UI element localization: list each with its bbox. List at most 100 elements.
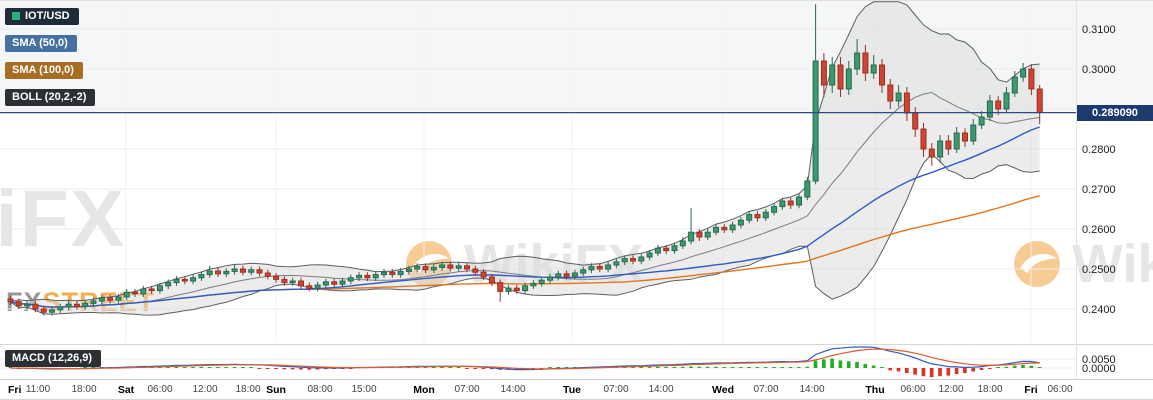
legend-sma100-badge[interactable]: SMA (100,0) [5,62,83,79]
macd-histogram-bar [888,368,892,371]
legend-sma50-label: SMA (50,0) [12,37,68,49]
legend-sma50-badge[interactable]: SMA (50,0) [5,35,77,52]
candle-body [663,247,670,252]
candle-body [1020,68,1027,78]
macd-histogram-bar [813,360,818,368]
macd-histogram-bar [896,368,901,372]
candle-body [812,60,819,182]
legend-boll-badge[interactable]: BOLL (20,2,-2) [5,89,96,106]
price-axis-label: 0.2700 [1082,184,1116,196]
macd-histogram-bar [747,367,751,368]
macd-histogram-bar [548,367,552,368]
candle-body [215,270,221,275]
macd-histogram-bar [946,368,951,376]
candle-body [912,112,919,130]
macd-histogram-bar [988,368,992,369]
macd-histogram-bar [954,368,959,374]
price-axis-line [1076,1,1077,379]
legend-macd-label: MACD (12,26,9) [12,352,93,364]
candle-body [223,270,230,275]
symbol-color-chip [12,12,20,20]
candle-body [24,303,31,307]
candle-body [513,287,520,292]
macd-histogram-bar [938,368,942,377]
macd-histogram-bar [431,367,436,368]
macd-histogram-bar [481,368,486,369]
candle-body [1028,68,1035,90]
candle-body [638,256,645,262]
macd-histogram-bar [1021,364,1025,368]
legend-macd-badge[interactable]: MACD (12,26,9) [5,350,102,367]
macd-histogram-bar [423,367,428,368]
bollinger-upper-line [10,1,1040,303]
time-axis-label: 14:00 [799,384,825,395]
macd-histogram-bar [739,367,743,368]
macd-histogram-bar [913,368,917,375]
candle-body [729,224,736,231]
candle-body [771,206,778,213]
legend-symbol-badge[interactable]: IOT/USD [5,8,79,25]
macd-histogram-bar [714,366,718,368]
candle-body [671,245,678,252]
macd-histogram-bar [788,367,793,368]
candle-body [970,124,977,142]
macd-histogram-bar [689,366,693,368]
macd-histogram-bar [207,367,212,368]
candle-body [696,231,703,238]
price-axis-label: 0.2400 [1082,304,1116,316]
candle-body [820,60,827,86]
candle-body [7,298,14,303]
candle-body [372,274,379,279]
price-chart-canvas[interactable]: 0.31000.30000.29000.28000.27000.26000.25… [0,1,1153,345]
candle-body [464,265,470,270]
macd-histogram-bar [705,366,710,368]
candle-body [779,200,786,208]
candle-body [879,64,885,86]
macd-histogram-bar [996,367,1000,368]
candle-body [796,196,802,206]
candle-body [679,240,686,247]
candle-body [49,309,55,313]
candle-body [422,266,429,271]
macd-histogram-bar [763,367,768,368]
price-axis-label: 0.3100 [1082,24,1116,36]
candle-body [356,274,363,279]
candle-body [978,116,985,126]
candle-body [829,64,836,86]
time-axis-label: Sat [117,384,135,396]
candle-body [928,148,935,158]
time-axis: Fri 11:00 18:00 Sat 06:00 12:00 18:00 Sun 08:00 1… [0,379,1153,399]
candle-body [289,280,296,284]
macd-histogram-bar [880,367,884,368]
macd-histogram-bar [971,368,975,372]
candle-body [713,226,719,233]
macd-histogram-bar [199,367,204,368]
bollinger-lower-line [10,153,1040,316]
time-axis-label: Wed [712,384,734,396]
candle-body [472,268,479,273]
time-axis-label: 08:00 [307,384,333,395]
candle-body [98,297,105,302]
macd-histogram-bar [448,367,453,368]
watermark-text-right: WikiFX [1072,234,1153,294]
time-axis-label: 11:00 [25,384,51,395]
time-axis-label: 18:00 [235,384,261,395]
macd-histogram-bar [838,360,843,368]
macd-histogram-bar [680,366,685,368]
candle-body [621,258,628,263]
macd-histogram-bar [863,364,868,368]
candle-body [895,92,902,102]
candle-body [181,278,188,282]
macd-histogram-bar [905,368,909,374]
candle-body [239,268,246,273]
candle-body [754,214,761,219]
candle-body [57,306,64,311]
macd-histogram-bar [307,368,311,370]
candle-body [339,280,346,285]
candle-body [887,84,894,102]
time-axis-label: 15:00 [351,384,377,395]
candle-body [530,282,537,287]
candle-body [920,128,927,150]
legend-symbol-label: IOT/USD [25,10,70,22]
